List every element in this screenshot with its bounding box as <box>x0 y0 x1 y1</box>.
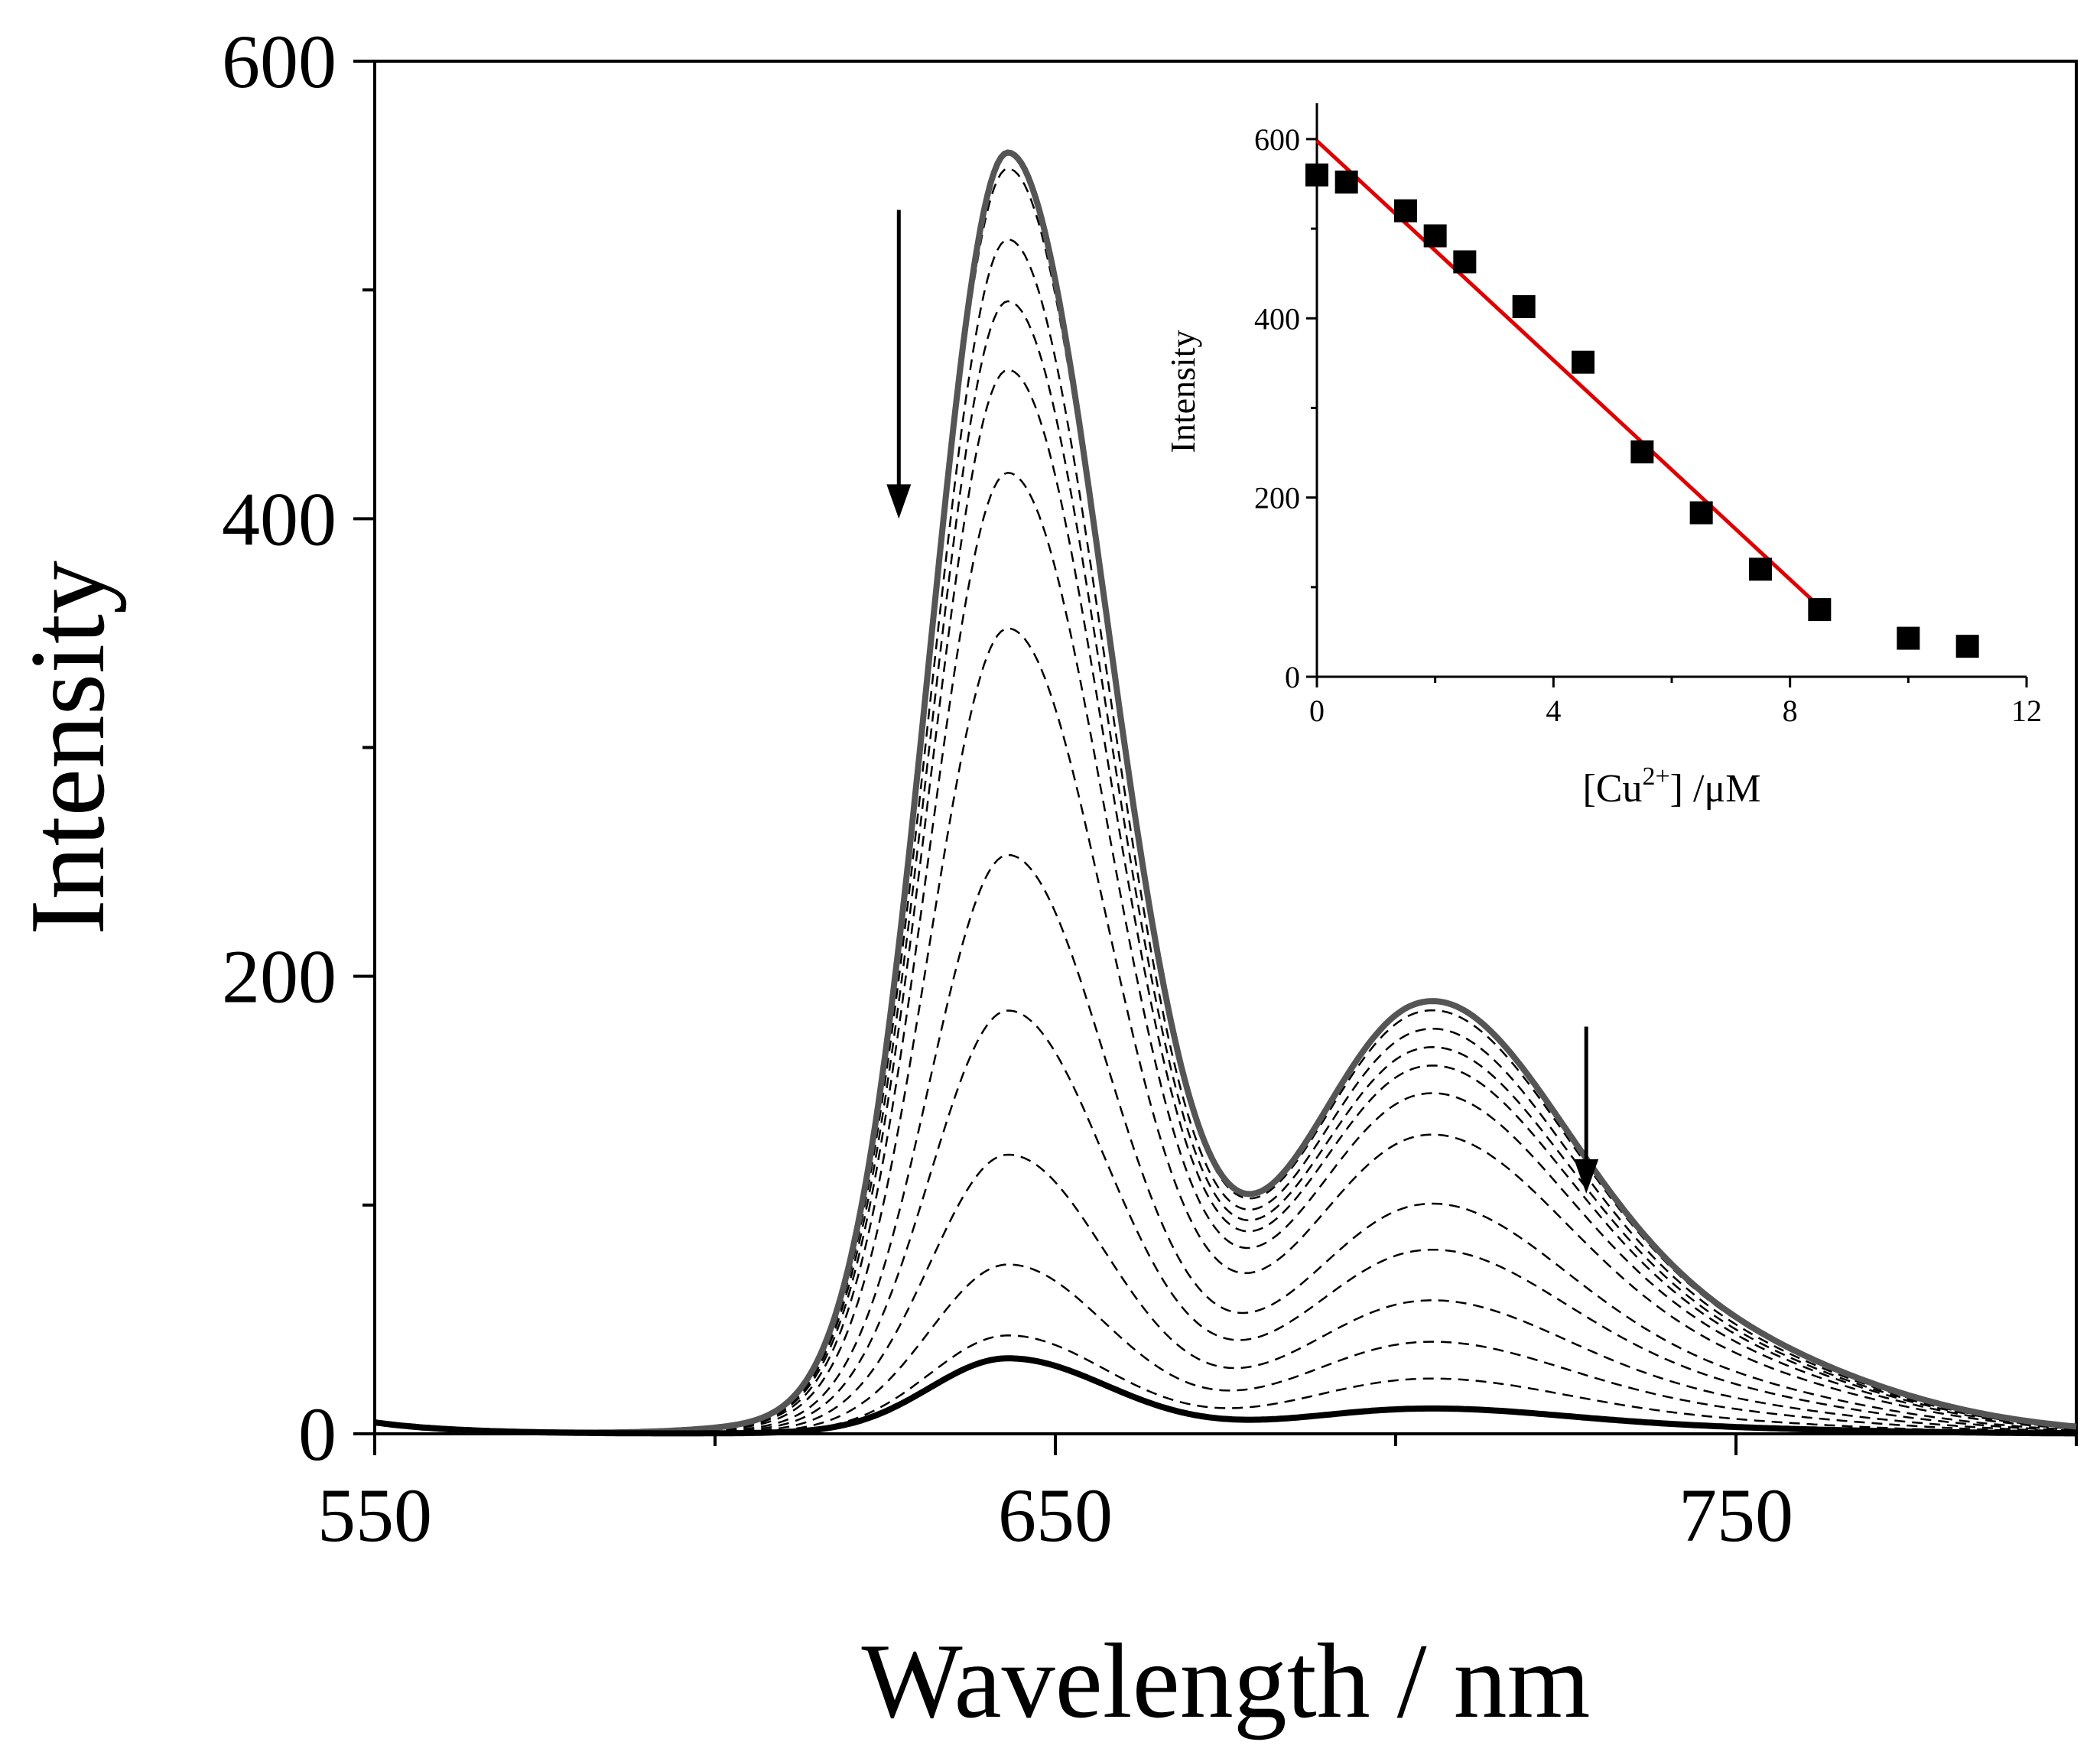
inset-y-tick-label: 400 <box>1254 301 1300 336</box>
spectrum-line <box>374 853 2077 1434</box>
main-x-axis-label: Wavelength / nm <box>862 1622 1591 1740</box>
inset-plot-background <box>1317 103 2027 677</box>
main-x-tick-label: 650 <box>998 1473 1113 1558</box>
inset-x-tick-label: 12 <box>2011 694 2042 728</box>
main-y-tick-label: 600 <box>222 19 336 104</box>
spectrum-line <box>374 627 2077 1434</box>
inset-x-tick-label: 4 <box>1546 694 1561 728</box>
inset-y-tick-label: 600 <box>1254 122 1300 157</box>
inset-chart: 0 4 8 12 0 200 400 600 [Cu2+] /μM Intensity <box>1163 103 2042 811</box>
decrease-arrow-head <box>1574 1159 1599 1194</box>
inset-y-axis-ticks: 0 200 400 600 <box>1254 122 1317 694</box>
inset-x-tick-label: 0 <box>1309 694 1325 728</box>
inset-data-point <box>1394 199 1417 223</box>
main-spectra <box>374 149 2077 1437</box>
main-y-tick-label: 0 <box>298 1392 336 1477</box>
inset-x-axis-ticks: 0 4 8 12 <box>1309 677 2042 728</box>
inset-data-point <box>1305 163 1328 187</box>
main-y-axis-label: Intensity <box>8 561 127 935</box>
inset-y-tick-label: 0 <box>1285 660 1300 694</box>
inset-y-axis-label: Intensity <box>1163 330 1202 453</box>
inset-data-point <box>1423 224 1447 248</box>
inset-data-point <box>1749 557 1772 581</box>
inset-data-point <box>1512 295 1536 319</box>
inset-data-point <box>1689 501 1713 525</box>
main-y-axis-ticks: 0 200 400 600 <box>222 19 375 1477</box>
inset-data-point <box>1334 171 1358 194</box>
inset-data-point <box>1955 635 1979 658</box>
inset-data-point <box>1897 626 1920 650</box>
main-x-axis-ticks: 550 650 750 <box>317 1434 2078 1558</box>
spectrum-line <box>374 1263 2077 1435</box>
decrease-arrow-head <box>886 484 912 519</box>
spectrum-line-final <box>374 1355 2076 1437</box>
inset-data-point <box>1453 250 1477 274</box>
inset-data-point <box>1572 350 1595 374</box>
inset-data-point <box>1808 598 1832 622</box>
main-y-tick-label: 400 <box>222 476 336 561</box>
inset-data-point <box>1630 440 1654 463</box>
main-y-tick-label: 200 <box>222 934 336 1019</box>
inset-y-tick-label: 200 <box>1254 481 1300 515</box>
inset-data-points <box>1305 163 1979 658</box>
main-x-tick-label: 550 <box>317 1473 432 1558</box>
main-arrows <box>886 210 1599 1194</box>
inset-x-axis-label: [Cu2+] /μM <box>1582 762 1760 811</box>
main-x-tick-label: 750 <box>1679 1473 1793 1558</box>
inset-x-tick-label: 8 <box>1783 694 1798 728</box>
